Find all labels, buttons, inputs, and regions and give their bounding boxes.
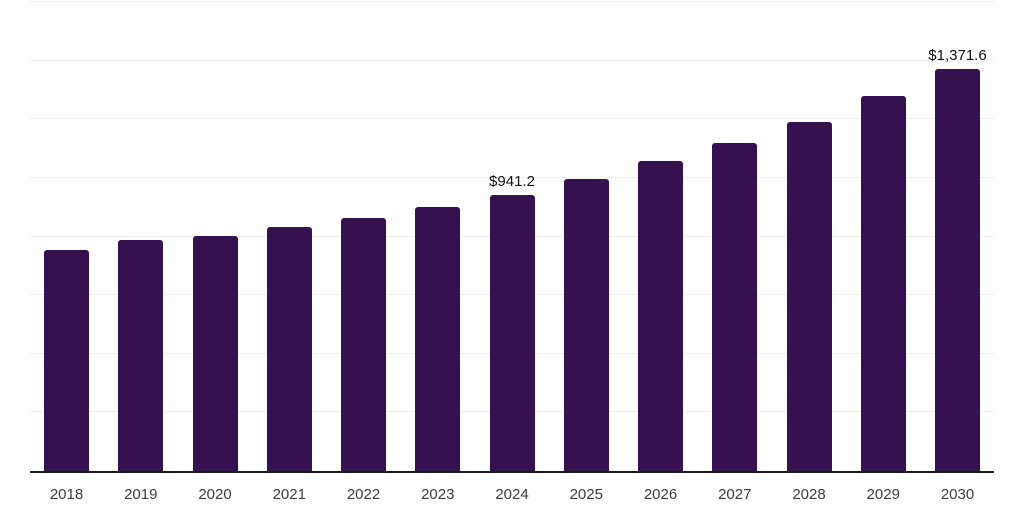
x-axis-label-2028: 2028 [792,486,826,503]
bar-slot-2028 [786,2,832,471]
bar-value-label-2024: $941.2 [489,173,535,191]
bar-2018 [44,249,89,471]
x-axis-label-2026: 2026 [643,486,678,503]
gridline [30,176,994,178]
bar-2023 [415,207,461,471]
bar-2030 [935,68,980,471]
x-axis-label-2021: 2021 [272,486,306,503]
bar-slot-2027 [712,2,758,471]
bar-slot-2029 [860,2,906,471]
x-axis-label-2029: 2029 [866,486,900,503]
x-axis-label-2022: 2022 [346,486,381,503]
x-axis-labels: 2018 2019 2020 2021 2022 2023 2024 2025 2026 2027… [30,486,994,503]
x-axis-label-2027: 2027 [718,486,752,503]
bar-slot-2026 [638,2,683,471]
bars-row: $941.2 $1,371.6 [30,2,994,471]
bar-2024 [489,195,535,471]
x-axis-label-2025: 2025 [569,486,603,503]
x-axis-label-2018: 2018 [49,486,84,503]
bar-2028 [786,122,832,471]
bar-2029 [860,96,906,471]
x-axis-label-2019: 2019 [124,486,158,503]
bar-slot-2019 [118,2,164,471]
bar-slot-2020 [192,2,238,471]
bar-2021 [266,226,312,471]
x-axis-label-2023: 2023 [421,486,455,503]
bar-value-label-2030: $1,371.6 [928,46,987,64]
bar-slot-2018 [44,2,89,471]
bar-slot-2021 [266,2,312,471]
bar-slot-2024: $941.2 [489,2,535,471]
bar-2025 [563,179,609,471]
bar-slot-2025 [563,2,609,471]
bar-2020 [192,235,238,471]
bar-slot-2023 [415,2,461,471]
bar-slot-2022 [341,2,386,471]
gridline [30,118,994,120]
x-axis-label-2020: 2020 [198,486,232,503]
plot-area: $941.2 $1,371.6 [30,1,994,473]
gridline [30,59,994,61]
x-axis-label-2024: 2024 [495,486,529,503]
bar-2019 [118,240,164,471]
gridline [30,1,994,2]
bar-2026 [638,160,683,471]
x-axis-label-2030: 2030 [940,486,975,503]
bar-slot-2030: $1,371.6 [928,2,987,471]
bar-2022 [341,217,386,471]
bar-2027 [712,143,758,471]
